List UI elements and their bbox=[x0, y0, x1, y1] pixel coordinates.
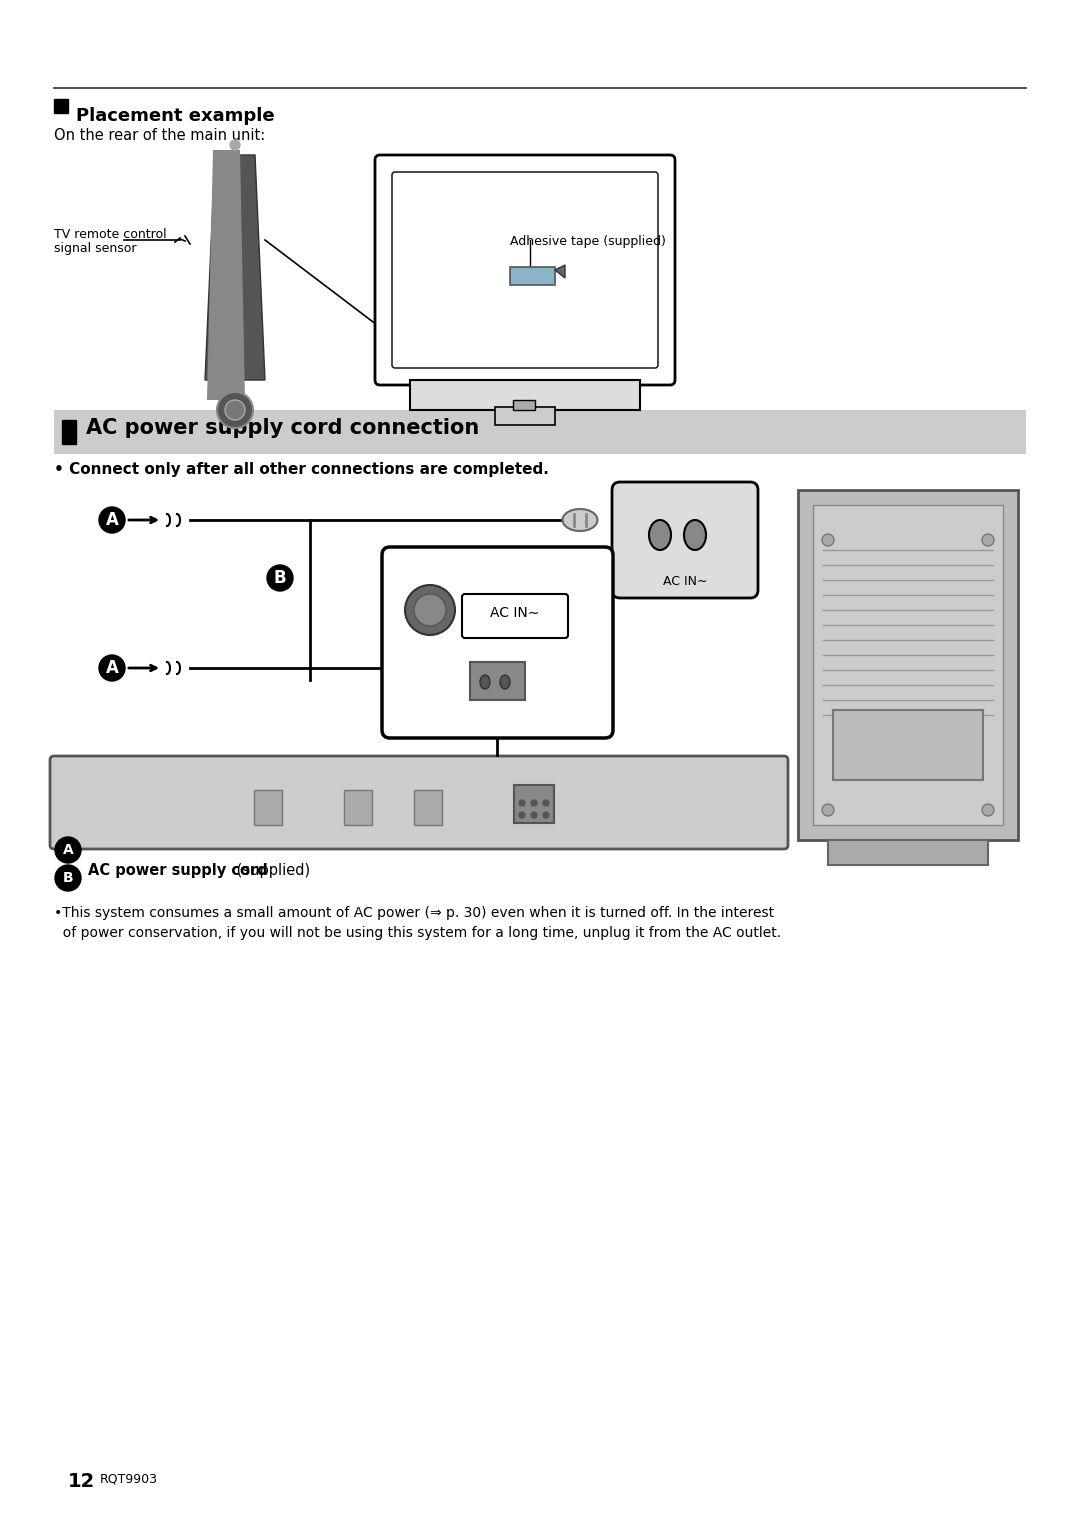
Circle shape bbox=[267, 565, 293, 591]
Bar bbox=[514, 784, 554, 823]
Text: A: A bbox=[63, 842, 73, 858]
Text: AC power supply cord connection: AC power supply cord connection bbox=[86, 418, 480, 438]
Text: (supplied): (supplied) bbox=[232, 862, 310, 877]
Text: TV remote control: TV remote control bbox=[54, 227, 166, 241]
FancyBboxPatch shape bbox=[50, 755, 788, 848]
Bar bbox=[410, 380, 640, 410]
FancyBboxPatch shape bbox=[612, 482, 758, 598]
Text: of power conservation, if you will not be using this system for a long time, unp: of power conservation, if you will not b… bbox=[54, 926, 781, 940]
Circle shape bbox=[519, 800, 525, 806]
Text: signal sensor: signal sensor bbox=[54, 243, 136, 255]
Bar bbox=[513, 400, 535, 410]
Text: B: B bbox=[273, 569, 286, 588]
FancyBboxPatch shape bbox=[382, 546, 613, 739]
Circle shape bbox=[543, 812, 549, 818]
Text: A: A bbox=[106, 659, 119, 678]
Text: AC power supply cord: AC power supply cord bbox=[87, 862, 268, 877]
Bar bbox=[414, 790, 442, 826]
Circle shape bbox=[99, 507, 125, 533]
Circle shape bbox=[982, 534, 994, 546]
Polygon shape bbox=[555, 266, 565, 278]
Circle shape bbox=[543, 800, 549, 806]
Text: AC IN∼: AC IN∼ bbox=[663, 575, 707, 588]
Circle shape bbox=[230, 140, 240, 150]
Circle shape bbox=[531, 812, 537, 818]
Bar bbox=[470, 662, 525, 700]
Text: To an AC outlet: To an AC outlet bbox=[87, 835, 199, 850]
Circle shape bbox=[519, 812, 525, 818]
Circle shape bbox=[822, 534, 834, 546]
Bar bbox=[813, 505, 1003, 826]
Text: B: B bbox=[63, 871, 73, 885]
Text: Adhesive tape (supplied): Adhesive tape (supplied) bbox=[510, 235, 666, 249]
Circle shape bbox=[55, 836, 81, 864]
FancyBboxPatch shape bbox=[375, 156, 675, 385]
Bar bbox=[62, 420, 76, 444]
Polygon shape bbox=[205, 156, 265, 380]
Text: •This system consumes a small amount of AC power (⇒ p. 30) even when it is turne: •This system consumes a small amount of … bbox=[54, 906, 774, 920]
Bar bbox=[495, 407, 555, 426]
Text: • Connect only after all other connections are completed.: • Connect only after all other connectio… bbox=[54, 462, 549, 478]
Circle shape bbox=[414, 594, 446, 626]
Ellipse shape bbox=[684, 520, 706, 549]
Text: 12: 12 bbox=[68, 1473, 95, 1491]
Text: On the rear of the main unit:: On the rear of the main unit: bbox=[54, 128, 266, 143]
Ellipse shape bbox=[563, 510, 597, 531]
Text: RQT9903: RQT9903 bbox=[100, 1473, 158, 1485]
Bar bbox=[54, 99, 68, 113]
Circle shape bbox=[55, 865, 81, 891]
Circle shape bbox=[531, 800, 537, 806]
Bar bbox=[345, 790, 372, 826]
Bar bbox=[828, 839, 988, 865]
Bar bbox=[510, 267, 555, 285]
Circle shape bbox=[982, 804, 994, 816]
Bar bbox=[833, 710, 983, 780]
Text: Placement example: Placement example bbox=[76, 107, 274, 125]
Circle shape bbox=[225, 400, 245, 420]
FancyBboxPatch shape bbox=[392, 172, 658, 368]
Bar bbox=[54, 410, 1026, 455]
Ellipse shape bbox=[500, 674, 510, 690]
Polygon shape bbox=[207, 150, 245, 400]
FancyBboxPatch shape bbox=[462, 594, 568, 638]
Bar bbox=[798, 490, 1018, 839]
Text: AC IN∼: AC IN∼ bbox=[490, 606, 540, 620]
Circle shape bbox=[405, 584, 455, 635]
Text: A: A bbox=[106, 511, 119, 530]
Bar bbox=[254, 790, 282, 826]
Ellipse shape bbox=[649, 520, 671, 549]
Ellipse shape bbox=[480, 674, 490, 690]
Circle shape bbox=[822, 804, 834, 816]
Circle shape bbox=[99, 655, 125, 681]
Circle shape bbox=[217, 392, 253, 427]
